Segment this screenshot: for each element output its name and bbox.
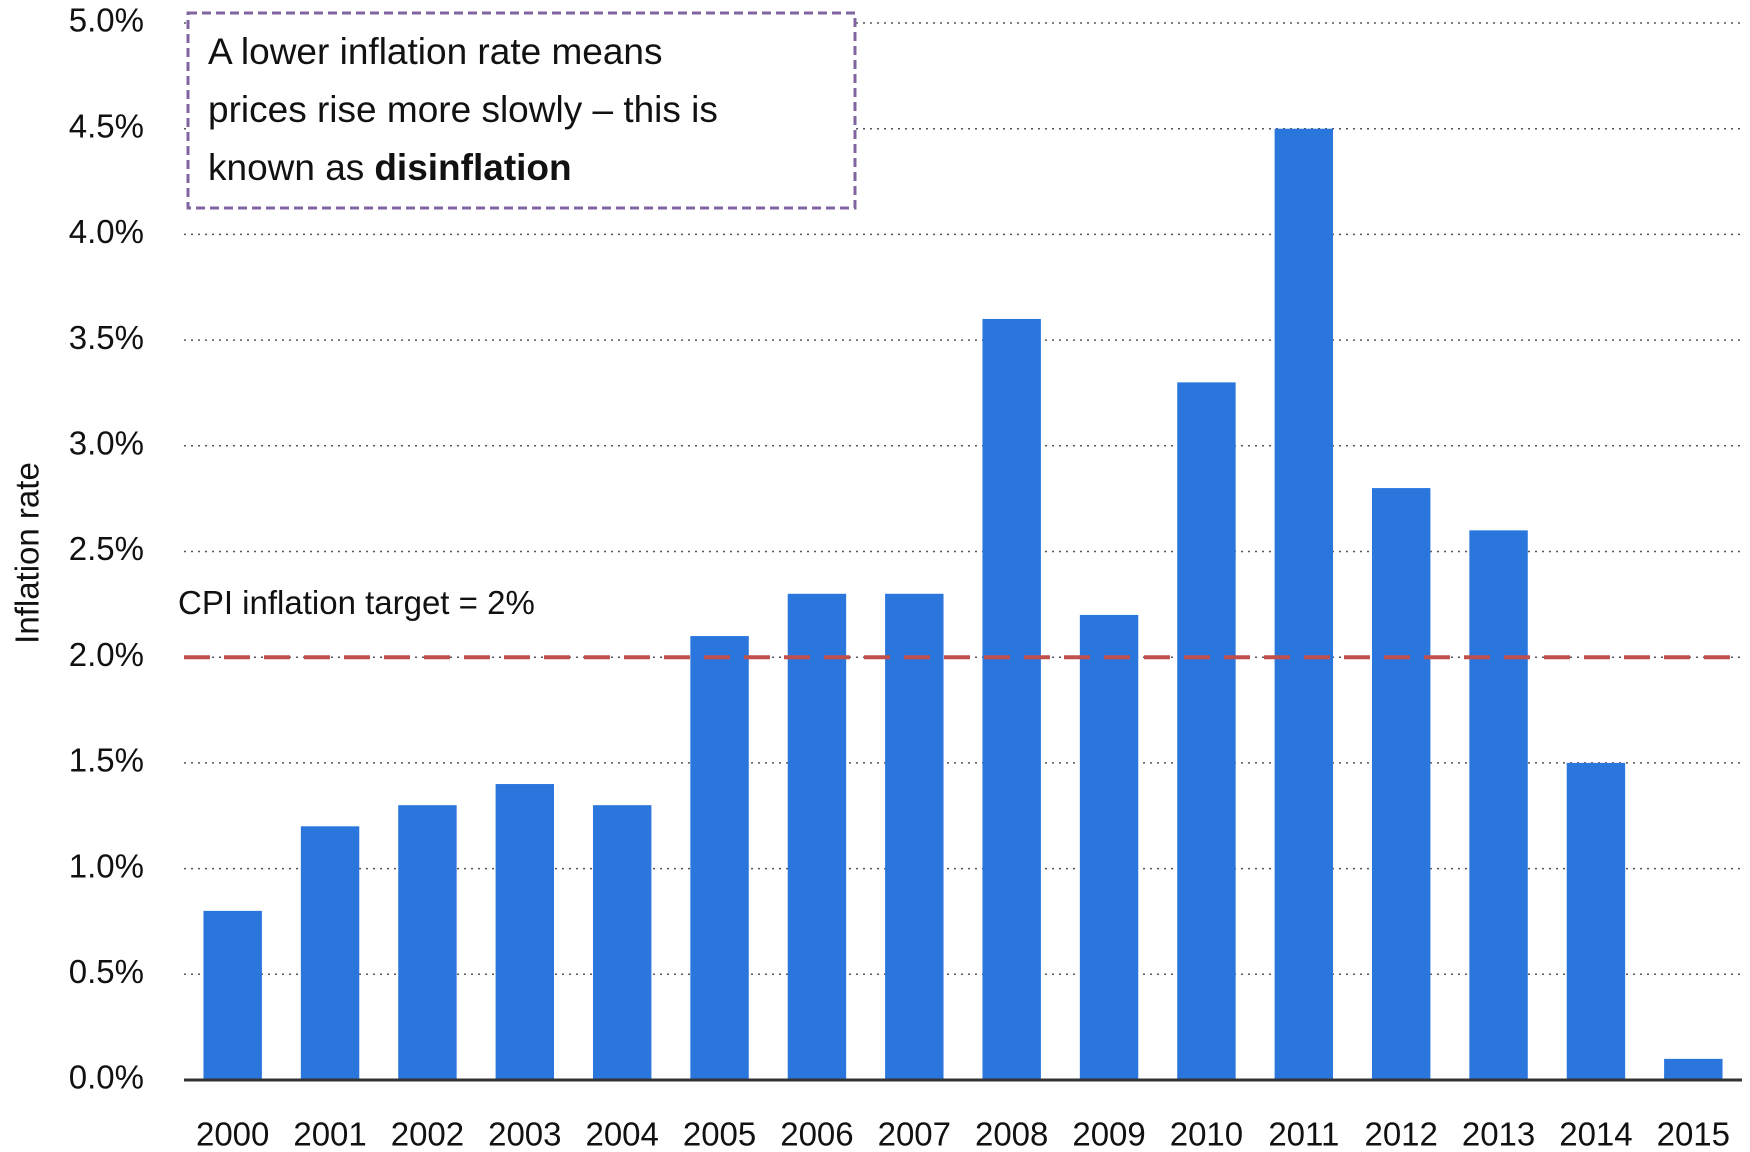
x-tick-label: 2004: [585, 1116, 658, 1152]
bar: [495, 784, 555, 1080]
x-tick-label: 2003: [488, 1116, 561, 1152]
bar: [787, 593, 847, 1080]
x-tick-label: 2014: [1559, 1116, 1632, 1152]
y-tick-label: 5.0%: [69, 2, 144, 39]
bar: [982, 318, 1041, 1081]
x-tick-label: 2013: [1462, 1116, 1535, 1152]
bar: [1371, 488, 1431, 1081]
annotation-text: prices rise more slowly – this is: [208, 89, 718, 130]
x-tick-label: 2009: [1072, 1116, 1145, 1152]
x-tick-label: 2007: [878, 1116, 951, 1152]
x-tick-label: 2005: [683, 1116, 756, 1152]
bar: [1274, 128, 1334, 1080]
x-tick-label: 2015: [1657, 1116, 1730, 1152]
y-tick-label: 0.5%: [69, 953, 144, 990]
annotation-line: prices rise more slowly – this is: [208, 89, 718, 130]
bar: [203, 910, 262, 1080]
y-tick-label: 4.5%: [69, 107, 144, 144]
target-label: CPI inflation target = 2%: [178, 584, 535, 621]
x-tick-label: 2000: [196, 1116, 269, 1152]
x-tick-label: 2010: [1170, 1116, 1243, 1152]
y-tick-label: 2.5%: [69, 530, 144, 567]
y-tick-label: 1.0%: [69, 847, 144, 884]
bar: [592, 805, 652, 1080]
x-tick-label: 2011: [1268, 1116, 1339, 1152]
bar: [1177, 382, 1236, 1080]
bar: [300, 826, 360, 1080]
y-tick-label: 2.0%: [69, 636, 144, 673]
annotation-text: known as: [208, 147, 364, 188]
bar: [398, 805, 457, 1080]
bar: [1079, 614, 1139, 1080]
x-tick-label: 2008: [975, 1116, 1048, 1152]
y-tick-label: 0.0%: [69, 1059, 144, 1096]
x-tick-label: 2006: [780, 1116, 853, 1152]
bar: [1566, 762, 1626, 1080]
annotation-line: known as disinflation: [208, 147, 572, 188]
y-axis-label: Inflation rate: [9, 462, 46, 644]
annotation-line: A lower inflation rate means: [208, 31, 663, 72]
x-tick-label: 2001: [293, 1116, 366, 1152]
y-tick-label: 1.5%: [69, 742, 144, 779]
bar: [690, 636, 749, 1080]
annotation-text: A lower inflation rate means: [208, 31, 663, 72]
bar: [885, 593, 944, 1080]
x-tick-label: 2002: [391, 1116, 464, 1152]
bar: [1664, 1058, 1723, 1080]
annotation-emphasis: disinflation: [374, 147, 571, 188]
annotation-box: [186, 11, 857, 210]
y-tick-label: 4.0%: [69, 213, 144, 250]
y-tick-label: 3.0%: [69, 425, 144, 462]
bar: [1469, 530, 1528, 1080]
y-tick-label: 3.5%: [69, 319, 144, 356]
x-tick-label: 2012: [1364, 1116, 1437, 1152]
